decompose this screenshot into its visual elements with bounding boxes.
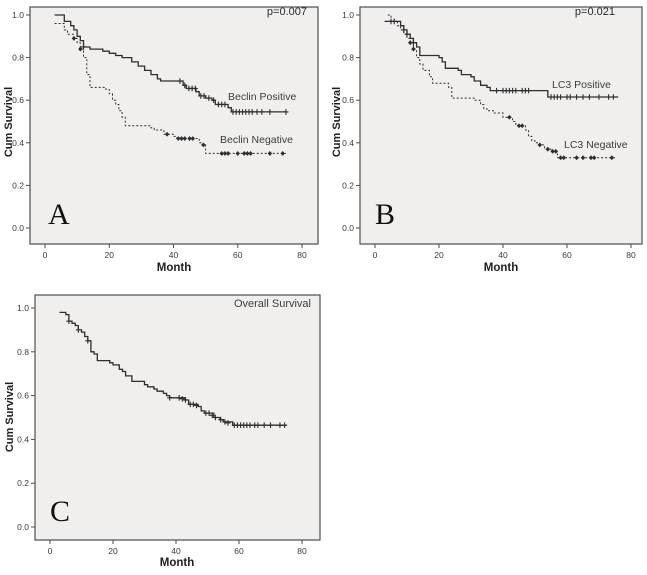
panel-b: 0 20 40 60 80 0.0 0.2 0.4 0.6 0.8 1.0 Cum Survival… [325, 0, 647, 281]
svg-text:0.8: 0.8 [12, 53, 24, 63]
svg-text:0.6: 0.6 [17, 391, 29, 401]
svg-text:60: 60 [234, 546, 244, 556]
y-axis-title: Cum Survival [4, 381, 16, 453]
svg-text:0.0: 0.0 [12, 223, 24, 233]
svg-text:60: 60 [562, 250, 572, 260]
svg-text:0.6: 0.6 [12, 95, 24, 105]
series-label-beclin-positive: Beclin Positive [228, 91, 297, 103]
svg-text:1.0: 1.0 [17, 303, 29, 313]
series-label-lc3-negative: LC3 Negative [564, 139, 628, 151]
p-value-annotation: p=0.021 [574, 6, 615, 18]
y-axis-title: Cum Survival [3, 86, 15, 158]
km-plot-c: 0 20 40 60 80 0.0 0.2 0.4 0.6 0.8 1.0 [17, 294, 321, 556]
svg-text:0.6: 0.6 [342, 95, 354, 105]
series-label-beclin-negative: Beclin Negative [220, 134, 293, 146]
svg-text:0.4: 0.4 [342, 138, 354, 148]
svg-text:60: 60 [233, 250, 243, 260]
svg-text:0.0: 0.0 [342, 223, 354, 233]
svg-text:0: 0 [373, 250, 378, 260]
series-label-overall-survival: Overall Survival [233, 298, 311, 310]
svg-text:80: 80 [297, 546, 307, 556]
panel-c: 0 20 40 60 80 0.0 0.2 0.4 0.6 0.8 1.0 Cum Survival… [0, 285, 325, 575]
svg-text:40: 40 [171, 546, 181, 556]
svg-text:20: 20 [434, 250, 444, 260]
svg-text:0: 0 [48, 546, 53, 556]
svg-text:20: 20 [108, 546, 118, 556]
series-label-lc3-positive: LC3 Positive [552, 79, 611, 91]
svg-text:1.0: 1.0 [342, 10, 354, 20]
svg-text:40: 40 [169, 250, 179, 260]
svg-text:0: 0 [43, 250, 48, 260]
svg-text:80: 80 [297, 250, 307, 260]
svg-text:0.0: 0.0 [17, 522, 29, 532]
panel-a: 0 20 40 60 80 0.0 0.2 0.4 0.6 0.8 1.0 Cum Survival… [0, 0, 322, 281]
panel-letter: A [48, 198, 70, 231]
svg-text:0.2: 0.2 [12, 180, 24, 190]
svg-text:0.4: 0.4 [12, 138, 24, 148]
svg-text:0.8: 0.8 [17, 347, 29, 357]
svg-text:0.4: 0.4 [17, 434, 29, 444]
p-value-annotation: p=0.007 [266, 6, 307, 18]
panel-letter: C [50, 495, 71, 528]
svg-text:40: 40 [498, 250, 508, 260]
svg-text:1.0: 1.0 [12, 10, 24, 20]
x-axis-title: Month [156, 262, 192, 274]
km-plot-b: 0 20 40 60 80 0.0 0.2 0.4 0.6 0.8 1.0 [342, 6, 643, 260]
svg-text:80: 80 [626, 250, 636, 260]
svg-text:0.2: 0.2 [17, 478, 29, 488]
svg-text:20: 20 [105, 250, 115, 260]
x-axis-title: Month [483, 262, 519, 274]
km-plot-a: 0 20 40 60 80 0.0 0.2 0.4 0.6 0.8 1.0 [12, 6, 319, 260]
y-axis-title: Cum Survival [331, 86, 343, 158]
panel-letter: B [375, 198, 396, 231]
svg-text:0.8: 0.8 [342, 53, 354, 63]
svg-text:0.2: 0.2 [342, 180, 354, 190]
x-axis-title: Month [159, 557, 195, 569]
